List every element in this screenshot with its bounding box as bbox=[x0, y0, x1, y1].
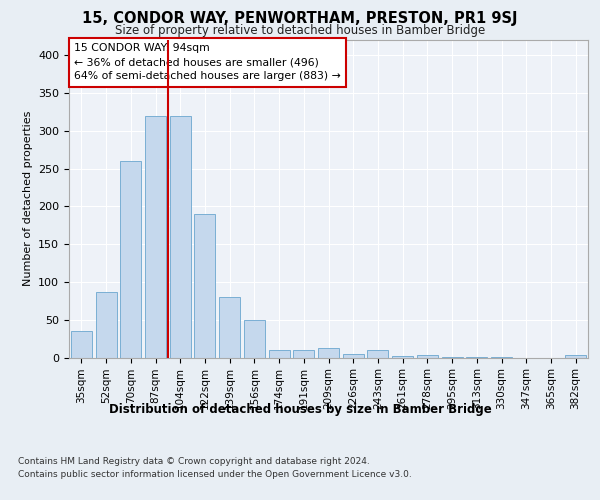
Bar bbox=[293, 350, 314, 358]
Bar bbox=[95, 292, 116, 358]
Bar bbox=[343, 354, 364, 358]
Text: Size of property relative to detached houses in Bamber Bridge: Size of property relative to detached ho… bbox=[115, 24, 485, 37]
Text: 15 CONDOR WAY: 94sqm
← 36% of detached houses are smaller (496)
64% of semi-deta: 15 CONDOR WAY: 94sqm ← 36% of detached h… bbox=[74, 43, 341, 81]
Bar bbox=[120, 161, 141, 358]
Bar bbox=[170, 116, 191, 358]
Bar bbox=[491, 356, 512, 358]
Text: Contains public sector information licensed under the Open Government Licence v3: Contains public sector information licen… bbox=[18, 470, 412, 479]
Bar bbox=[318, 348, 339, 358]
Text: Distribution of detached houses by size in Bamber Bridge: Distribution of detached houses by size … bbox=[109, 402, 491, 415]
Bar bbox=[71, 331, 92, 357]
Text: 15, CONDOR WAY, PENWORTHAM, PRESTON, PR1 9SJ: 15, CONDOR WAY, PENWORTHAM, PRESTON, PR1… bbox=[82, 11, 518, 26]
Text: Contains HM Land Registry data © Crown copyright and database right 2024.: Contains HM Land Registry data © Crown c… bbox=[18, 458, 370, 466]
Bar bbox=[145, 116, 166, 358]
Bar bbox=[417, 355, 438, 358]
Bar bbox=[442, 356, 463, 358]
Bar bbox=[392, 356, 413, 358]
Bar bbox=[244, 320, 265, 358]
Bar bbox=[269, 350, 290, 358]
Bar bbox=[565, 355, 586, 358]
Bar bbox=[194, 214, 215, 358]
Bar bbox=[466, 356, 487, 358]
Bar bbox=[367, 350, 388, 358]
Y-axis label: Number of detached properties: Number of detached properties bbox=[23, 111, 32, 286]
Bar bbox=[219, 297, 240, 358]
